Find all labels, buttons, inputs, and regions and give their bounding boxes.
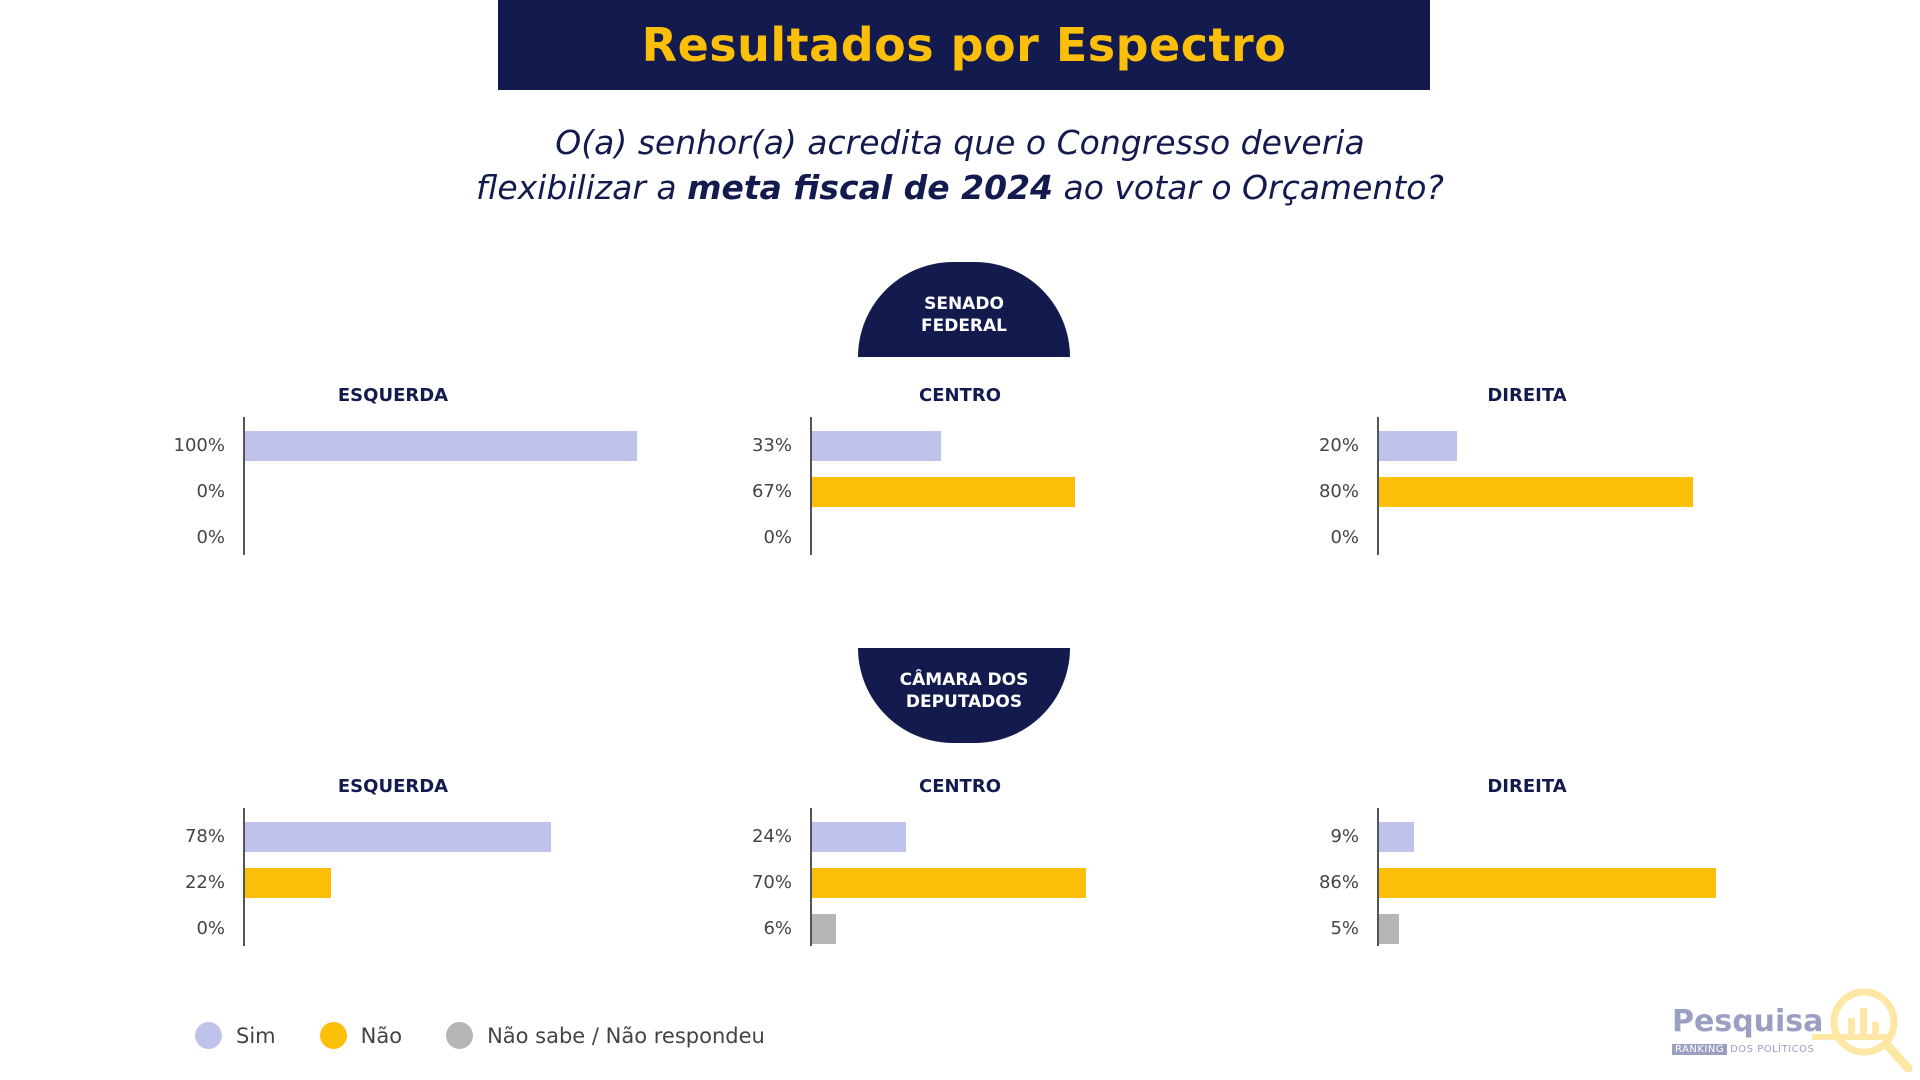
panel-title-esquerda: ESQUERDA [337,385,449,406]
y-axis-line [243,808,245,946]
bar-row-nao: 70% [752,868,1310,898]
logo-subtitle: RANKING DOS POLÍTICOS [1672,1044,1817,1055]
panel-title-direita: DIREITA [1487,776,1567,797]
panel-title-esquerda: ESQUERDA [337,776,449,797]
y-axis-line [1377,808,1379,946]
title-banner: Resultados por Espectro [498,0,1430,90]
bar-row-ns: 0% [196,914,743,944]
data-label-sim: 33% [751,435,792,456]
bar-ns [812,914,836,944]
bar-row-nao: 80% [1319,477,1877,507]
bar-row-sim: 78% [185,822,743,852]
bar-sim [812,431,942,461]
data-label-nao: 0% [196,481,225,502]
page-title: Resultados por Espectro [641,18,1287,72]
bar-row-sim: 20% [1319,431,1877,461]
logo-name: Pesquisa [1672,1004,1824,1039]
question-line-1: O(a) senhor(a) acredita que o Congresso … [555,123,1365,162]
bar-row-sim: 100% [174,431,743,461]
legend-dot-ns [446,1022,474,1049]
pesquisa-logo: Pesquisa RANKING DOS POLÍTICOS [1672,982,1913,1072]
bar-row-nao: 22% [185,868,743,898]
bar-row-sim: 33% [752,431,1310,461]
data-label-ns: 0% [196,918,225,939]
section-badge-senado: SENADO FEDERAL [858,262,1070,357]
bar-sim [1379,431,1458,461]
bar-nao [812,477,1075,507]
bar-row-sim: 24% [752,822,1310,852]
data-label-ns: 5% [1330,918,1359,939]
data-label-sim: 20% [1318,435,1359,456]
legend-label-ns: Não sabe / Não respondeu [487,1023,765,1048]
data-label-nao: 67% [751,481,792,502]
bar-nao [812,868,1087,898]
legend-label-sim: Sim [236,1023,276,1048]
bar-row-nao: 67% [752,477,1310,507]
legend-label-nao: Não [360,1023,403,1048]
bar-row-sim: 9% [1330,822,1877,852]
logo-sub-b: DOS POLÍTICOS [1730,1044,1815,1055]
data-label-sim: 9% [1330,826,1359,847]
panel-title-direita: DIREITA [1487,385,1567,406]
bar-row-nao: 0% [196,477,743,507]
legend-dot-nao [319,1022,347,1049]
chart-camara-direita: DIREITA 9% 86% 5% [1319,776,1920,951]
chart-senado-centro: CENTRO 33% 67% 0% [752,385,1370,560]
question-line-2b: ao votar o Orçamento? [1053,168,1444,207]
bar-row-nao: 86% [1319,868,1877,898]
data-label-ns: 0% [763,527,792,548]
y-axis-line [1377,417,1379,555]
bar-row-ns: 0% [196,523,743,553]
logo-sub-a: RANKING [1672,1044,1728,1055]
bar-sim [245,431,637,461]
data-label-sim: 24% [751,826,792,847]
magnifier-chart-icon [1812,988,1913,1072]
data-label-ns: 0% [196,527,225,548]
data-label-sim: 78% [184,826,225,847]
bar-sim [812,822,907,852]
legend-item-sim: Sim [195,1022,276,1049]
bar-row-ns: 6% [763,914,1310,944]
bar-row-ns: 0% [1330,523,1877,553]
data-label-nao: 22% [184,872,225,893]
chart-legend: Sim Não Não sabe / Não respondeu [195,1022,809,1049]
legend-item-ns: Não sabe / Não respondeu [446,1022,765,1049]
panel-title-centro: CENTRO [918,385,1001,406]
y-axis-line [810,808,812,946]
data-label-nao: 80% [1318,481,1359,502]
data-label-ns: 0% [1330,527,1359,548]
section-badge-camara: CÂMARA DOS DEPUTADOS [858,648,1070,743]
bar-nao [1379,477,1693,507]
chart-camara-esquerda: ESQUERDA 78% 22% 0% [185,776,803,951]
bar-row-ns: 0% [763,523,1310,553]
y-axis-line [810,417,812,555]
data-label-nao: 70% [751,872,792,893]
bar-sim [1379,822,1415,852]
panel-title-centro: CENTRO [918,776,1001,797]
chart-senado-direita: DIREITA 20% 80% 0% [1319,385,1920,560]
question-line-2a: flexibilizar a [476,168,688,207]
chart-senado-esquerda: ESQUERDA 100% 0% 0% [174,385,803,560]
data-label-sim: 100% [173,435,225,456]
bar-nao [245,868,332,898]
bar-row-ns: 5% [1330,914,1877,944]
survey-question: O(a) senhor(a) acredita que o Congresso … [360,120,1560,210]
legend-dot-sim [195,1022,222,1049]
legend-item-nao: Não [319,1022,403,1049]
chart-camara-centro: CENTRO 24% 70% 6% [752,776,1370,951]
question-highlight: meta fiscal de 2024 [687,168,1054,207]
y-axis-line [243,417,245,555]
bar-nao [1379,868,1717,898]
bar-sim [245,822,551,852]
bar-ns [1379,914,1399,944]
data-label-ns: 6% [763,918,792,939]
data-label-nao: 86% [1318,872,1359,893]
